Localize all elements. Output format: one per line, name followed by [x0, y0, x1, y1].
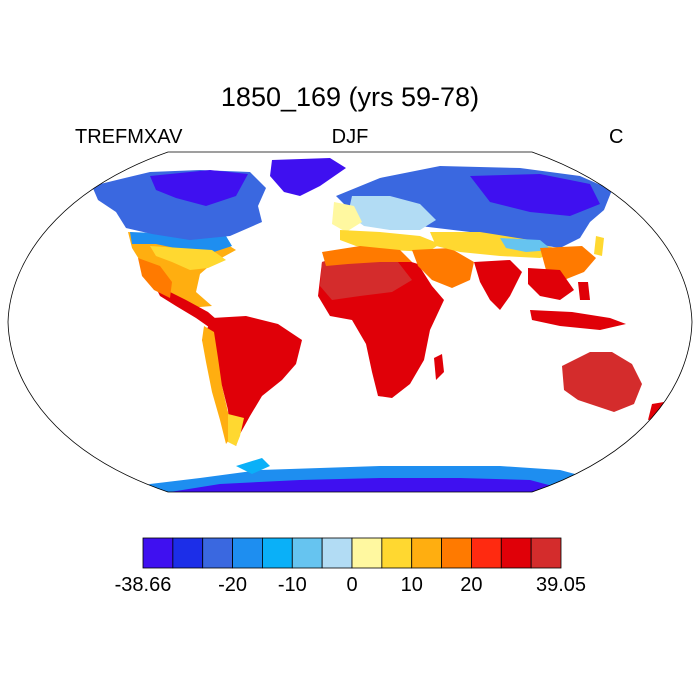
land-temperature-field — [92, 158, 664, 492]
antarctica-interior — [170, 478, 560, 492]
japan — [594, 236, 604, 256]
colorbar-tick-label: 0 — [346, 574, 358, 596]
colorbar-box — [202, 537, 233, 569]
colorbar-box — [142, 537, 174, 569]
andes — [202, 326, 232, 444]
southeast-asia — [528, 268, 574, 300]
australia — [562, 352, 642, 412]
europe-mild — [348, 196, 436, 230]
map-boundary — [7, 151, 693, 493]
colorbar-box — [172, 537, 204, 569]
south-america — [202, 316, 302, 446]
greenland — [270, 158, 346, 196]
central-america — [154, 284, 224, 332]
philippines — [578, 282, 590, 300]
colorbar-tick-label: -20 — [218, 574, 248, 596]
mexico — [138, 258, 172, 298]
colorbar-tick-label: 39.05 — [535, 574, 587, 596]
season-label: DJF — [331, 126, 369, 148]
colorbar-box — [500, 537, 532, 569]
new-zealand — [648, 402, 664, 420]
colorbar — [142, 537, 562, 569]
variable-label: TREFMXAV — [75, 126, 183, 148]
siberia-cold — [470, 174, 600, 216]
patagonia — [228, 414, 244, 446]
colorbar-box — [381, 537, 413, 569]
colorbar-box — [411, 537, 442, 569]
colorbar-box — [471, 537, 502, 569]
indonesia — [530, 310, 626, 330]
europe-west — [332, 202, 362, 232]
sahara — [320, 256, 412, 300]
colorbar-box — [291, 537, 323, 569]
colorbar-box — [262, 537, 293, 569]
middle-east — [412, 248, 474, 288]
colorbar-box — [530, 537, 562, 569]
colorbar-box — [321, 537, 353, 569]
north-africa-coast — [322, 246, 412, 266]
antarctic-peninsula — [236, 458, 270, 474]
colorbar-tick-label: -38.66 — [114, 574, 172, 596]
colorbar-tick-label: 10 — [400, 574, 423, 596]
colorbar-box — [351, 537, 383, 569]
us-south — [150, 246, 226, 270]
map-title: 1850_169 (yrs 59-78) — [220, 82, 480, 112]
units-label: C — [609, 126, 624, 148]
arctic-canada — [150, 170, 248, 206]
colorbar-box — [232, 537, 263, 569]
tibet — [500, 238, 552, 252]
colorbar-box — [441, 537, 472, 569]
madagascar — [434, 354, 444, 380]
india — [474, 260, 522, 310]
colorbar-tick-label: 20 — [460, 574, 483, 596]
colorbar-tick-label: -10 — [277, 574, 307, 596]
